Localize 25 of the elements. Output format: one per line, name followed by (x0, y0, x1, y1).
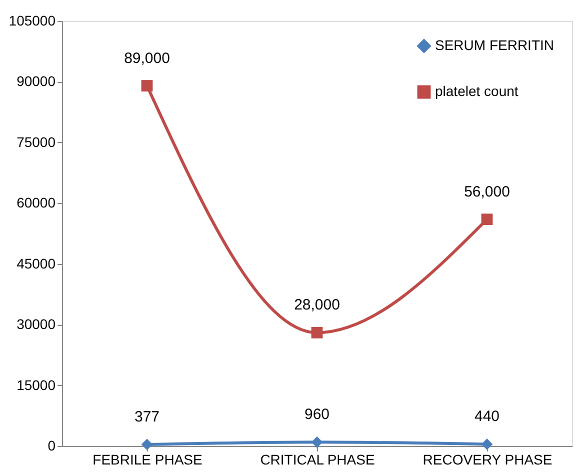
point (311, 326, 323, 338)
point (141, 438, 153, 450)
legend-label: SERUM FERRITIN (435, 37, 554, 53)
point (481, 214, 493, 226)
y-tick-label: 0 (48, 438, 56, 454)
y-tick-label: 90000 (16, 73, 56, 90)
data-label: 56,000 (464, 183, 510, 200)
data-label: 89,000 (124, 50, 170, 67)
data-label: 377 (134, 408, 160, 426)
data-label: 28,000 (294, 296, 340, 314)
y-tick-label: 75000 (16, 134, 56, 150)
x-tick-label: RECOVERY PHASE (422, 452, 552, 468)
y-tick-label: 60000 (16, 194, 56, 211)
y-tick-label: 15000 (16, 376, 56, 393)
y-tick-label: 105000 (8, 12, 56, 28)
y-tick-label: 45000 (16, 255, 56, 272)
x-tick-label: FEBRILE PHASE (92, 452, 202, 468)
data-label: 960 (304, 406, 330, 424)
point (311, 436, 323, 448)
y-tick-label: 30000 (16, 316, 56, 332)
point (141, 80, 153, 92)
point (481, 438, 493, 450)
legend-label: platelet count (435, 83, 518, 99)
x-tick-label: CRITICAL PHASE (260, 452, 375, 468)
data-label: 440 (474, 408, 500, 426)
